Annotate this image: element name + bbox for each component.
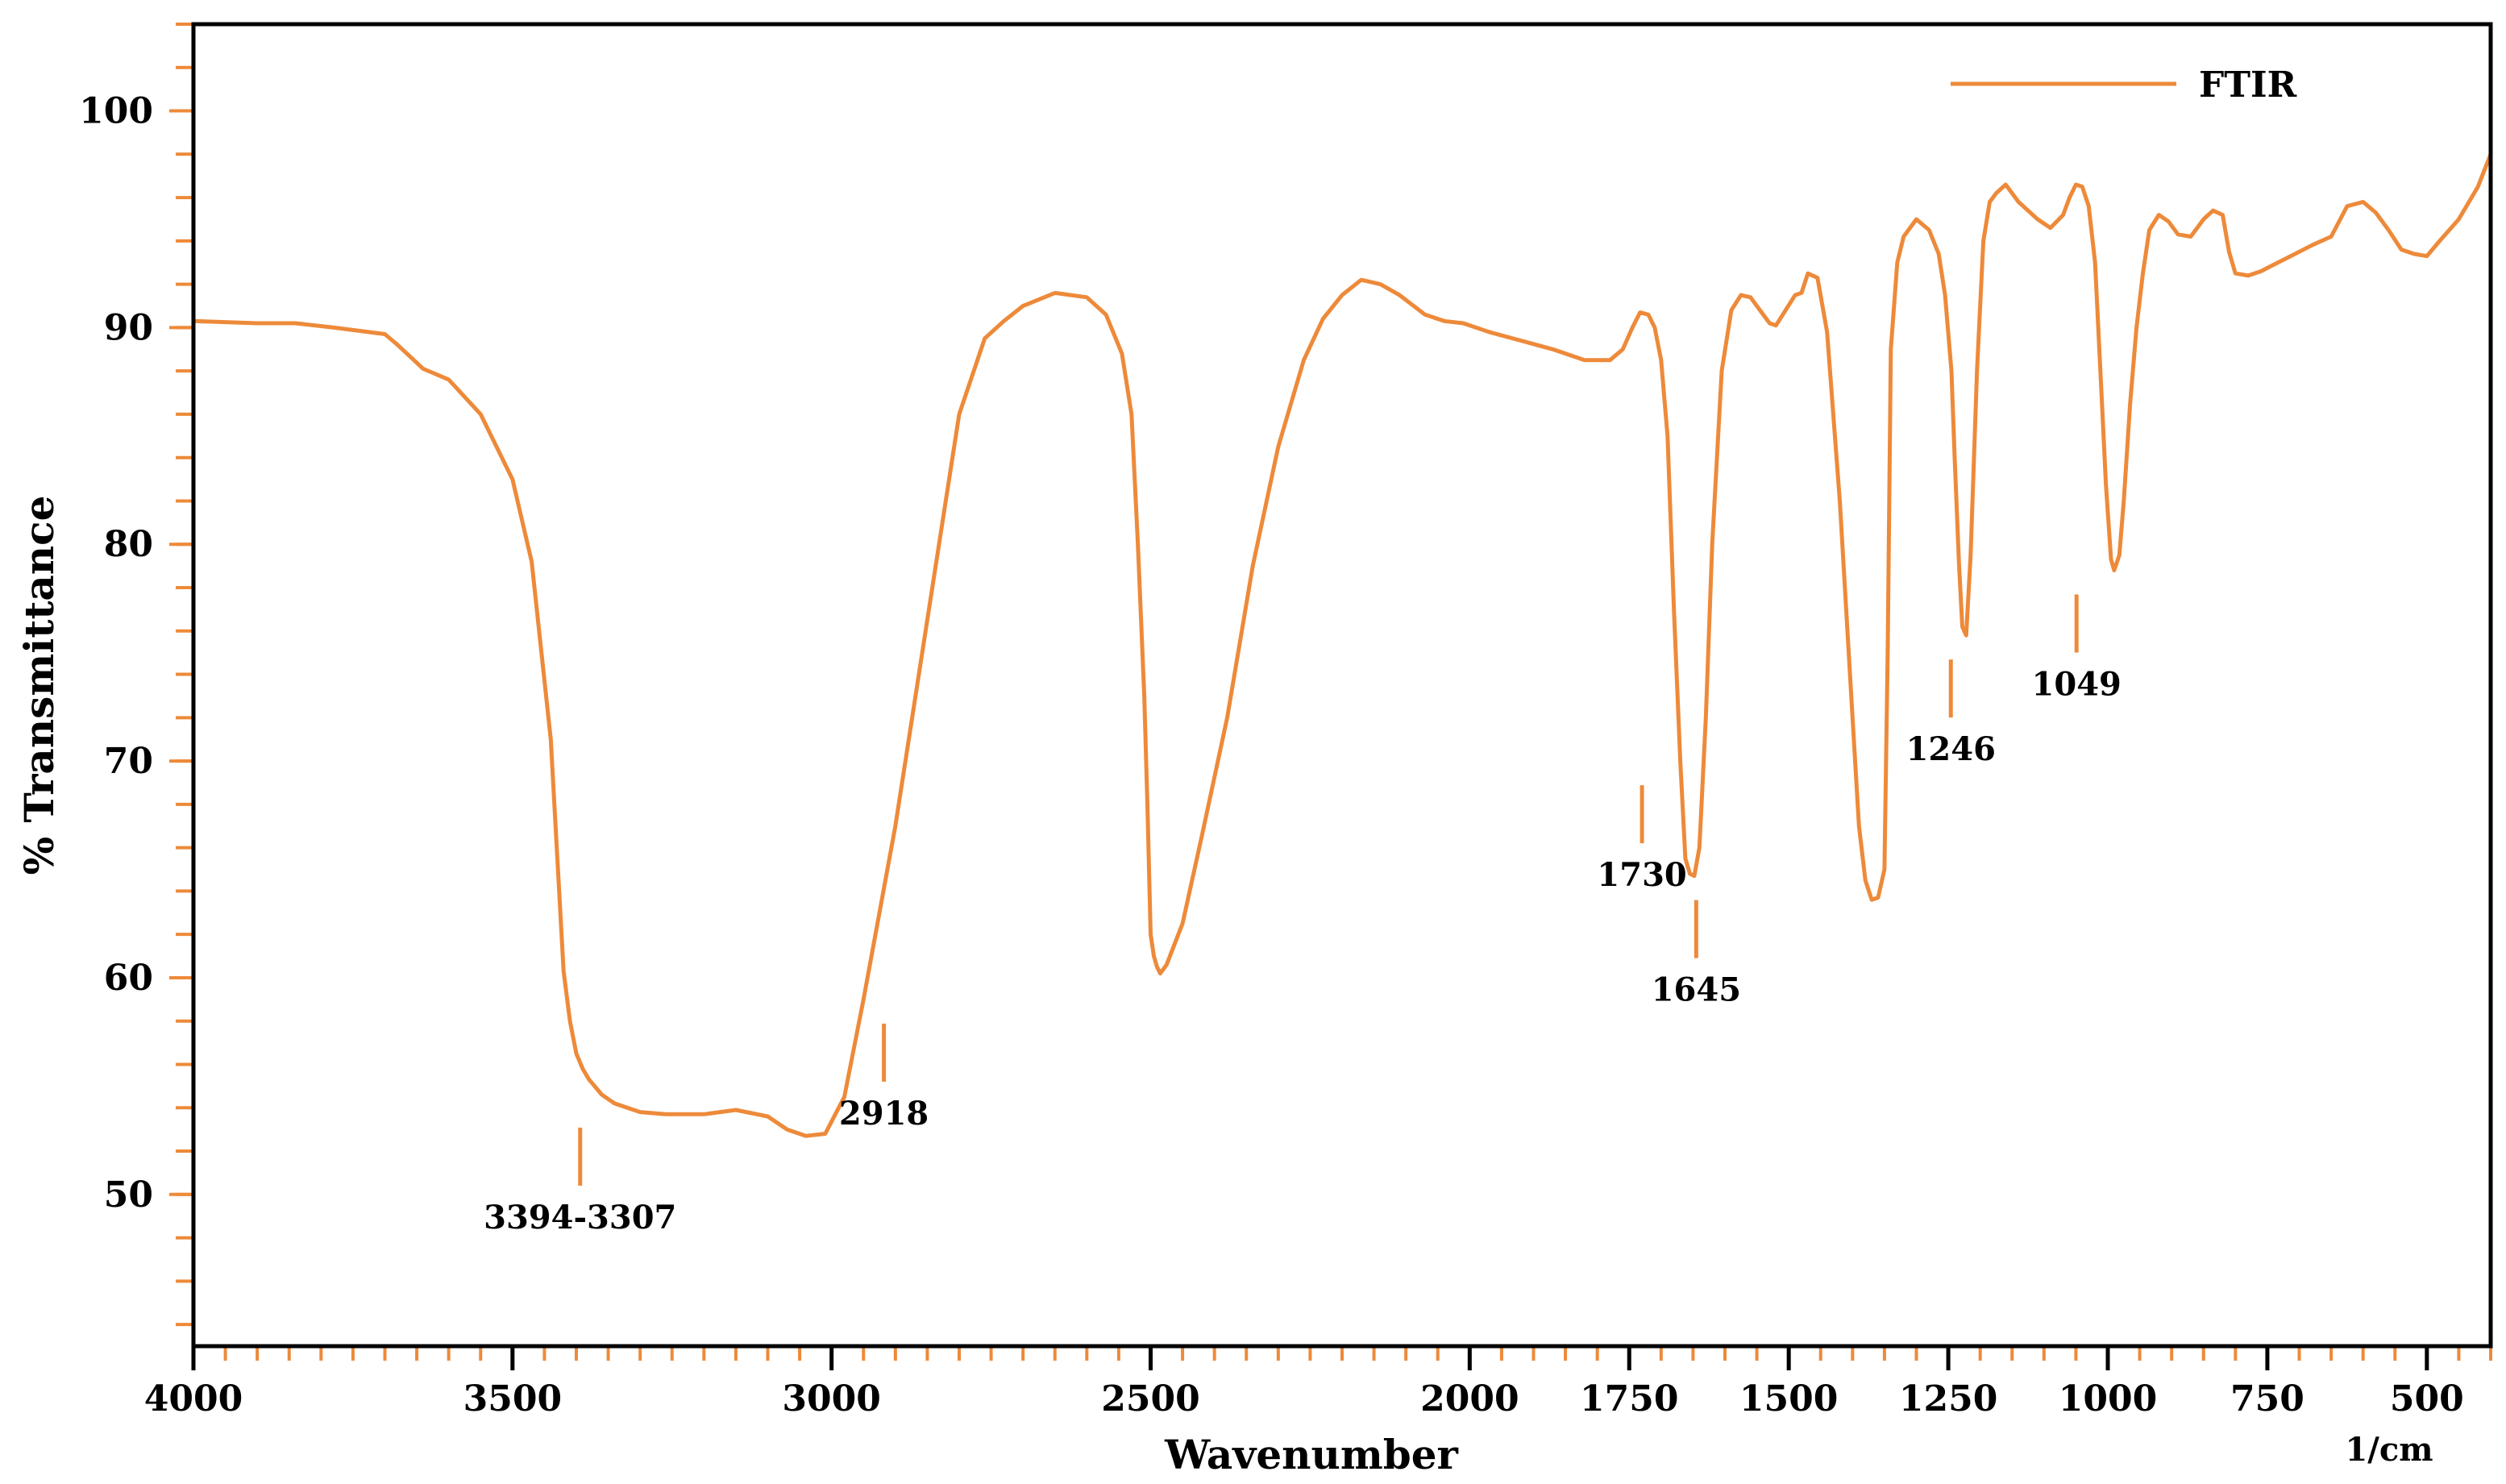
x-axis-title: Wavenumber [1164, 1431, 1458, 1478]
x-tick-label: 500 [2390, 1378, 2464, 1420]
x-axis-unit: 1/cm [2345, 1431, 2433, 1469]
x-tick-label: 1750 [1580, 1378, 1678, 1420]
y-tick-label: 100 [79, 91, 153, 132]
x-tick-label: 1000 [2059, 1378, 2157, 1420]
plot-frame [191, 22, 2493, 1349]
y-tick-label: 80 [104, 524, 153, 565]
peak-annotation-group: 3394-3307 2918 1730 1645 1246 1049 [484, 594, 2122, 1237]
tick-label-group: 4000 3500 3000 2500 2000 1750 1500 1250 1000 750 5… [79, 91, 2464, 1420]
legend: FTIR [1951, 64, 2297, 106]
y-tick-label: 60 [104, 958, 153, 999]
minor-tick-group [176, 23, 2492, 1361]
y-tick-label: 50 [104, 1174, 153, 1216]
y-axis-title: % Transmittance [15, 496, 63, 875]
x-tick-label: 4000 [144, 1378, 243, 1420]
x-tick-label: 2500 [1101, 1378, 1199, 1420]
x-tick-label: 750 [2230, 1378, 2304, 1420]
major-tick-group [169, 109, 2429, 1370]
x-tick-label: 2000 [1420, 1378, 1519, 1420]
x-tick-label: 1250 [1899, 1378, 1997, 1420]
peak-label: 1246 [1906, 730, 1996, 768]
y-tick-label: 90 [104, 307, 153, 348]
peak-label: 2918 [839, 1095, 929, 1133]
x-tick-label: 1500 [1739, 1378, 1838, 1420]
peak-label: 3394-3307 [484, 1199, 676, 1237]
legend-label: FTIR [2199, 64, 2297, 106]
peak-label: 1049 [2032, 666, 2122, 704]
x-tick-label: 3000 [782, 1378, 880, 1420]
y-tick-label: 70 [104, 741, 153, 782]
peak-label: 1645 [1652, 971, 1741, 1009]
x-tick-label: 3500 [463, 1378, 562, 1420]
peak-label: 1730 [1597, 856, 1686, 894]
series-line-ftir [191, 152, 2493, 1138]
